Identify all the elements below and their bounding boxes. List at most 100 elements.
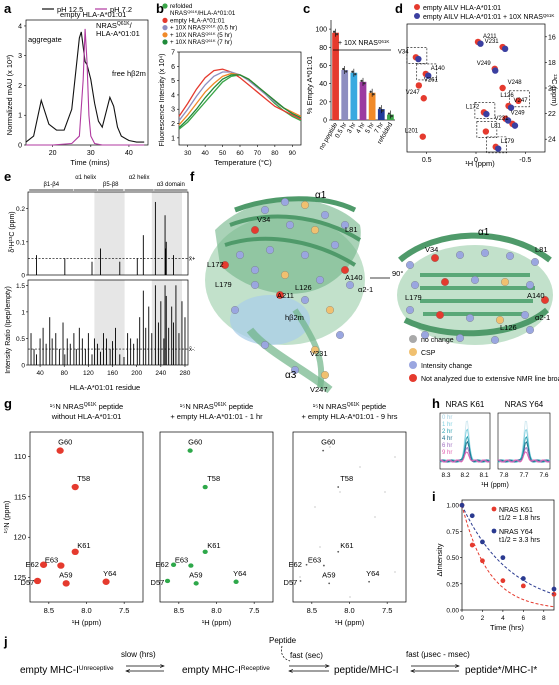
b-xtick-label: 50 [219, 150, 227, 157]
g-xtick-label: 8.5 [44, 606, 54, 615]
j-peptide: Peptide [269, 636, 297, 645]
d-legend-marker-red [414, 4, 420, 10]
g-peak [33, 577, 42, 585]
g-peak [328, 582, 331, 585]
b-legend-entry: empty HLA-A*01:01 [170, 17, 225, 24]
f-legend-marker [409, 335, 417, 343]
f-legend-entry: CSP [421, 350, 436, 357]
f-residue-sphere [261, 206, 269, 214]
f-right-label: V34 [425, 245, 438, 254]
h-xtick-label: 7.7 [519, 472, 528, 479]
g-peak [299, 580, 302, 582]
d-peak-empty [482, 128, 490, 135]
f-residue-sphere [471, 276, 479, 284]
g-peak-label: A59 [59, 570, 72, 579]
g-xtick-label: 8.0 [81, 606, 91, 615]
f-left-label: L172 [207, 260, 224, 269]
b-ytick-label: 7 [171, 50, 175, 57]
b-ylabel: Fluorescence Intensity (x 10⁴) [159, 54, 166, 147]
c-point [369, 90, 372, 93]
c-point [332, 30, 336, 33]
f-residue-sphere [506, 252, 514, 260]
g-xtick-label: 7.5 [249, 606, 259, 615]
j-rate-slow: slow (hrs) [121, 650, 156, 659]
h-xlabel: ¹H (ppm) [481, 482, 509, 489]
d-residue-label: V34 [398, 49, 409, 55]
d-residue-label: L179 [501, 139, 515, 145]
g-peak-label: T58 [207, 474, 220, 483]
i-legend-name: NRAS Y64 [499, 529, 533, 536]
a-frame [25, 19, 149, 146]
d-residue-label: V248 [508, 80, 523, 86]
f-legend-entry: Not analyzed due to extensive NMR line b… [421, 376, 559, 383]
d-peak-bound [483, 110, 490, 118]
f-residue-sphere [321, 211, 329, 219]
e-domain-label: α1 helix [75, 175, 96, 181]
f-right-label: α2-1 [535, 313, 550, 322]
b-ytick-label: 5 [171, 78, 175, 85]
e-shade-top [151, 192, 182, 275]
g-peak [322, 564, 325, 567]
c-bar [350, 72, 358, 120]
g-peak-label: G60 [58, 438, 72, 447]
g-noise-peak [374, 516, 376, 518]
d-residue-label: V231 [485, 39, 500, 45]
d-ytick-label: 16 [548, 34, 556, 41]
panel-label-b: b [156, 1, 164, 16]
f-residue-sphere [301, 251, 309, 259]
f-left-label: A211 [277, 291, 294, 300]
e-xtick-label: 280 [180, 370, 191, 377]
f-residue-sphere [481, 249, 489, 257]
e-ytick-bottom: 0.5 [16, 336, 25, 343]
g-ytick-label: 115 [14, 492, 26, 501]
d-xlabel: ¹H (ppm) [465, 159, 495, 168]
i-point [469, 542, 475, 548]
i-point [551, 591, 557, 597]
c-point [360, 79, 363, 82]
f-residue-sphere [521, 311, 529, 319]
e-frame-top [27, 191, 189, 276]
i-point [520, 583, 526, 589]
g-xtick-label: 7.5 [382, 606, 392, 615]
e-ytick-bottom: 1 [21, 309, 25, 316]
g-xlabel: ¹H (ppm) [202, 618, 232, 627]
f-residue-sphere [466, 314, 474, 322]
f-left-label: V247 [310, 385, 328, 394]
g-peak-label: E63 [308, 556, 321, 565]
e-ytick-top: 0 [21, 273, 25, 280]
f-residue-sphere [341, 266, 349, 274]
i-legend-thalf: t1/2 = 3.3 hrs [499, 537, 541, 544]
f-residue-sphere [421, 331, 429, 339]
c-point [372, 93, 375, 96]
g-noise-peak [329, 446, 331, 448]
a-peak-empty: empty HLA-A*01:01 [60, 10, 126, 19]
g-peak-label: G60 [321, 438, 335, 447]
g-peak [71, 548, 79, 556]
f-right-label: A140 [527, 291, 545, 300]
f-right-label: L179 [405, 293, 422, 302]
f-left-label: α3 [285, 370, 297, 381]
b-legend-entry: NRASQ61K/HLA-A*01:01 [170, 9, 236, 18]
g-noise-peak [319, 546, 321, 548]
i-ytick-label: 0.50 [446, 555, 459, 562]
f-residue-sphere [456, 251, 464, 259]
b-frame [178, 51, 302, 146]
e-ylabel-bottom: Intensity Ratio (Ipep/Iempty) [5, 286, 12, 374]
c-point [351, 70, 354, 73]
e-xtick-label: 40 [36, 370, 44, 377]
c-ytick-label: 20 [319, 99, 327, 106]
i-point [500, 578, 506, 584]
i-ylabel: ΔIntensity [435, 543, 444, 576]
d-peak-bound [511, 122, 519, 129]
i-legend-marker [491, 528, 497, 534]
h-time-label: 2 hr [442, 429, 452, 435]
g-peak [164, 578, 171, 584]
panel-label-e: e [4, 169, 12, 184]
g-peak [337, 550, 340, 553]
c-point [345, 70, 348, 73]
e-xtick-label: 200 [131, 370, 142, 377]
g-peak-label: A59 [189, 570, 202, 579]
